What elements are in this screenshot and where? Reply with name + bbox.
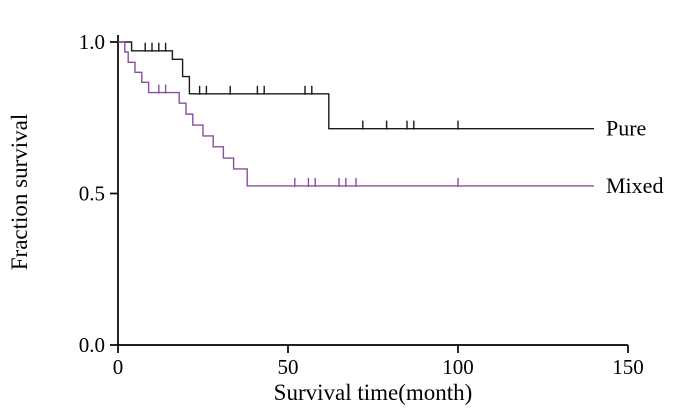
x-axis-tick-label: 0 bbox=[113, 355, 124, 379]
series-label-mixed: Mixed bbox=[606, 173, 663, 198]
survival-curve-pure bbox=[118, 41, 594, 130]
axes-lines bbox=[117, 35, 628, 346]
y-axis-tick-label: 0.0 bbox=[79, 333, 105, 357]
x-axis-title: Survival time(month) bbox=[274, 380, 473, 405]
x-axis-tick-label: 150 bbox=[612, 355, 644, 379]
series-label-pure: Pure bbox=[606, 116, 646, 141]
y-axis-tick-label: 0.5 bbox=[79, 182, 105, 206]
survival-curve-mixed bbox=[118, 41, 594, 187]
y-axis-title: Fraction survival bbox=[7, 114, 32, 271]
x-axis-tick-label: 100 bbox=[442, 355, 474, 379]
x-axis-tick-label: 50 bbox=[278, 355, 299, 379]
y-axis-tick-label: 1.0 bbox=[79, 30, 105, 54]
